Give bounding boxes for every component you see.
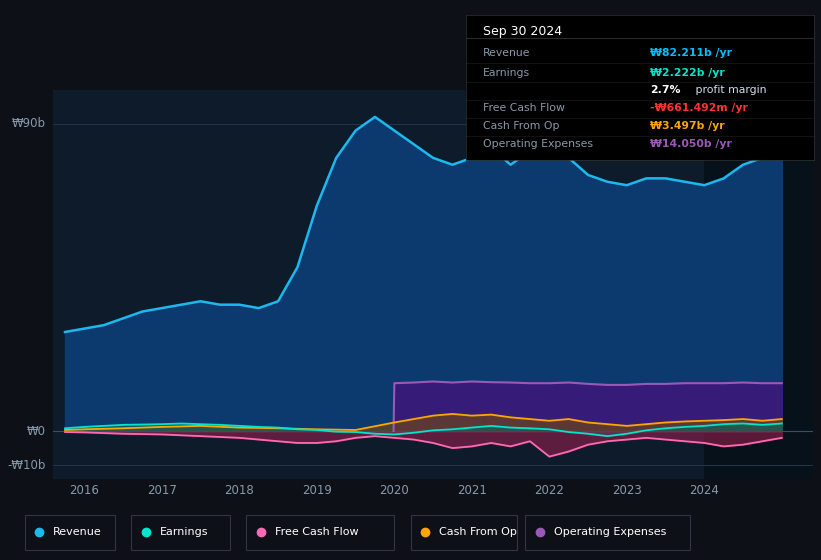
- Text: Cash From Op: Cash From Op: [483, 122, 559, 131]
- Text: 2.7%: 2.7%: [650, 85, 681, 95]
- Text: Cash From Op: Cash From Op: [439, 527, 517, 537]
- Text: ₩82.211b /yr: ₩82.211b /yr: [650, 48, 732, 58]
- Text: ₩90b: ₩90b: [11, 117, 46, 130]
- Text: Earnings: Earnings: [483, 68, 530, 78]
- Text: Revenue: Revenue: [483, 48, 530, 58]
- Text: ₩2.222b /yr: ₩2.222b /yr: [650, 68, 725, 78]
- Text: Revenue: Revenue: [53, 527, 102, 537]
- Text: Free Cash Flow: Free Cash Flow: [483, 103, 565, 113]
- Text: Sep 30 2024: Sep 30 2024: [483, 25, 562, 38]
- Text: ₩0: ₩0: [27, 424, 46, 437]
- Text: profit margin: profit margin: [692, 85, 767, 95]
- Text: Free Cash Flow: Free Cash Flow: [275, 527, 359, 537]
- Text: -₩661.492m /yr: -₩661.492m /yr: [650, 103, 748, 113]
- Text: Earnings: Earnings: [160, 527, 209, 537]
- Text: ₩3.497b /yr: ₩3.497b /yr: [650, 122, 725, 131]
- Text: Operating Expenses: Operating Expenses: [483, 139, 593, 150]
- Text: -₩10b: -₩10b: [7, 459, 46, 472]
- Bar: [704, 90, 813, 479]
- Text: ₩14.050b /yr: ₩14.050b /yr: [650, 139, 732, 150]
- Text: Operating Expenses: Operating Expenses: [554, 527, 667, 537]
